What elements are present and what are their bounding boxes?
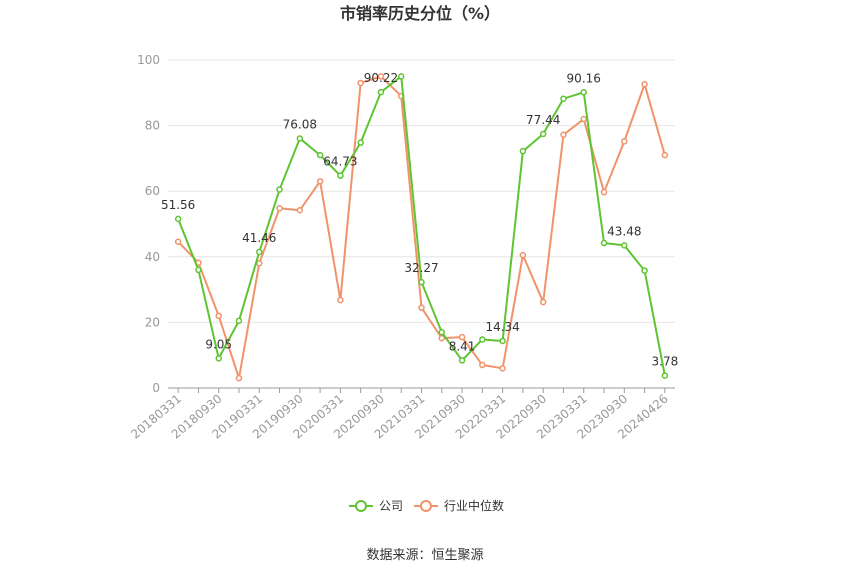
data-point[interactable] xyxy=(256,260,263,267)
data-point[interactable] xyxy=(256,248,263,256)
data-point[interactable] xyxy=(560,95,567,102)
y-tick-label: 80 xyxy=(145,119,160,133)
data-point[interactable] xyxy=(519,251,527,259)
data-point[interactable] xyxy=(661,151,669,159)
chart-title: 市销率历史分位（%） xyxy=(340,4,500,23)
data-point[interactable] xyxy=(235,317,243,325)
legend-item-industry[interactable]: 行业中位数 xyxy=(414,498,504,513)
data-point[interactable] xyxy=(418,304,425,311)
data-point[interactable] xyxy=(174,238,182,245)
data-point[interactable] xyxy=(377,88,385,96)
y-tick-label: 0 xyxy=(152,381,160,395)
data-point[interactable] xyxy=(458,357,466,364)
data-point[interactable] xyxy=(580,115,587,123)
data-label: 9.05 xyxy=(205,337,232,351)
y-tick-label: 60 xyxy=(145,184,160,198)
y-tick-label: 40 xyxy=(145,250,160,264)
series-line-company xyxy=(177,75,666,376)
data-label: 3.78 xyxy=(652,355,679,369)
data-point[interactable] xyxy=(499,337,506,345)
data-point[interactable] xyxy=(377,73,385,80)
data-point[interactable] xyxy=(539,130,547,138)
data-point[interactable] xyxy=(215,355,222,362)
data-labels: 51.56 9.05 41.46 76.08 64.73 90.22 32.27 8.41 14… xyxy=(161,71,678,369)
data-point[interactable] xyxy=(276,186,283,193)
data-point[interactable] xyxy=(438,328,446,336)
data-label: 90.22 xyxy=(364,71,398,85)
data-label: 14.34 xyxy=(485,320,519,334)
data-label: 76.08 xyxy=(283,117,317,131)
data-label: 77.44 xyxy=(526,113,560,127)
data-point[interactable] xyxy=(438,334,446,342)
data-point[interactable] xyxy=(600,239,608,247)
legend-item-company[interactable]: 公司 xyxy=(349,499,403,513)
data-point[interactable] xyxy=(337,172,344,179)
series-line-industry xyxy=(177,75,666,380)
legend-label-company: 公司 xyxy=(379,499,403,513)
series-group xyxy=(174,73,669,382)
data-point[interactable] xyxy=(397,73,405,80)
data-point[interactable] xyxy=(296,135,304,142)
legend-swatch-marker xyxy=(420,500,432,512)
data-label: 43.48 xyxy=(607,224,641,238)
y-tick-label: 100 xyxy=(137,53,160,67)
data-point[interactable] xyxy=(296,206,304,214)
y-tick-label: 20 xyxy=(145,315,160,329)
legend-label-industry: 行业中位数 xyxy=(444,498,504,513)
data-label: 41.46 xyxy=(242,231,276,245)
data-point[interactable] xyxy=(215,312,222,320)
data-label: 32.27 xyxy=(404,261,438,275)
data-point[interactable] xyxy=(600,188,608,196)
data-point[interactable] xyxy=(195,266,202,274)
data-point[interactable] xyxy=(418,278,425,286)
data-point[interactable] xyxy=(479,336,486,343)
x-axis: 2018033120180930201903312019093020200331… xyxy=(128,387,675,442)
data-label: 64.73 xyxy=(323,155,357,169)
data-label: 8.41 xyxy=(449,339,476,353)
data-point[interactable] xyxy=(479,361,486,369)
data-point[interactable] xyxy=(316,178,324,185)
data-point[interactable] xyxy=(641,81,648,88)
data-label: 90.16 xyxy=(567,71,601,85)
data-point[interactable] xyxy=(174,215,182,223)
data-point[interactable] xyxy=(499,365,506,372)
data-point[interactable] xyxy=(337,296,344,304)
data-point[interactable] xyxy=(276,205,283,212)
data-point[interactable] xyxy=(641,267,648,274)
data-point[interactable] xyxy=(621,242,628,249)
y-axis-ticks: 0 20 40 60 80 100 xyxy=(137,53,160,395)
data-point[interactable] xyxy=(458,333,466,341)
legend-swatch-marker xyxy=(355,500,367,512)
data-source: 数据来源：恒生聚源 xyxy=(366,548,483,563)
data-point[interactable] xyxy=(519,147,527,155)
data-point[interactable] xyxy=(235,374,243,382)
grid-lines xyxy=(168,59,675,323)
legend[interactable]: 公司 行业中位数 xyxy=(349,498,504,513)
data-point[interactable] xyxy=(357,139,364,146)
data-label: 51.56 xyxy=(161,198,195,212)
data-point[interactable] xyxy=(661,372,669,379)
data-point[interactable] xyxy=(621,138,628,145)
data-point[interactable] xyxy=(580,89,587,96)
data-point[interactable] xyxy=(357,79,364,87)
data-point[interactable] xyxy=(316,151,324,159)
data-point[interactable] xyxy=(560,131,567,139)
data-point[interactable] xyxy=(539,298,547,306)
